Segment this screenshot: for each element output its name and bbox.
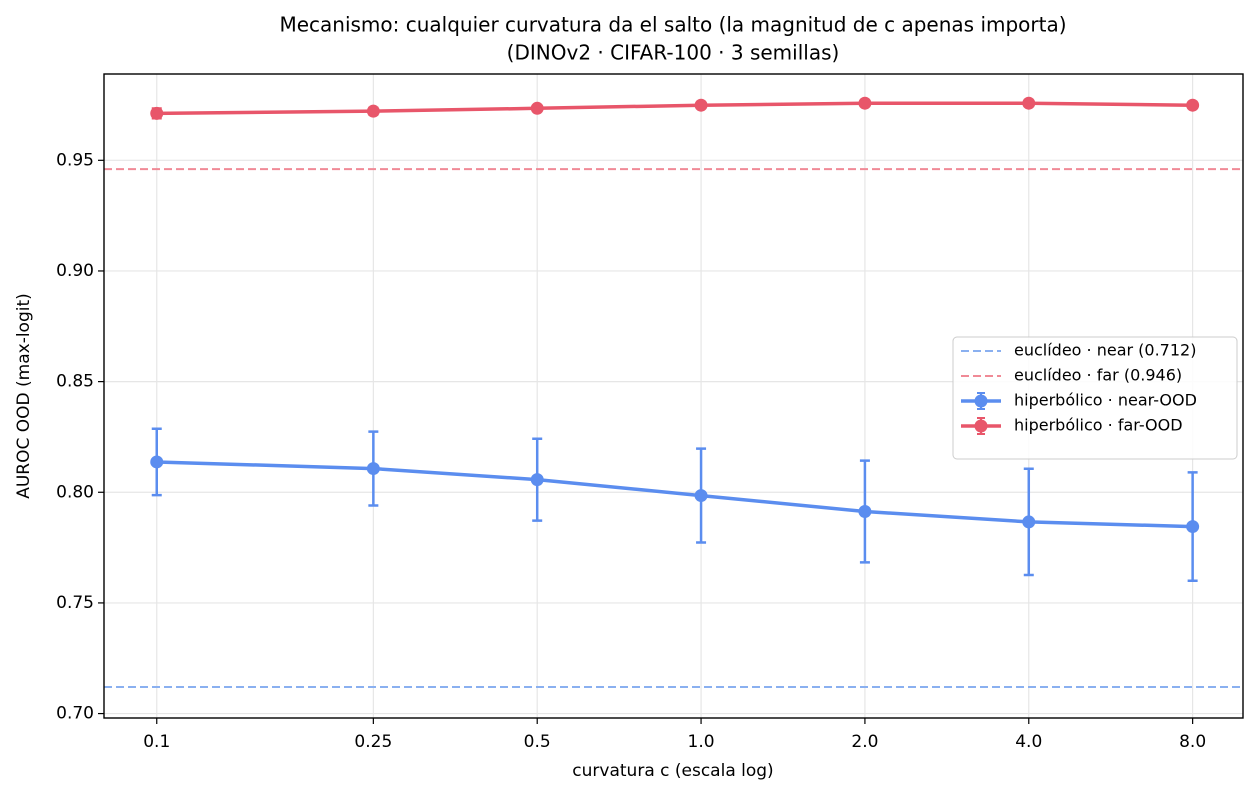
data-point xyxy=(858,96,872,110)
legend-swatch xyxy=(974,419,988,433)
data-point xyxy=(150,106,164,120)
y-tick-label: 0.70 xyxy=(56,704,94,724)
legend-label: euclídeo · far (0.946) xyxy=(1014,366,1182,385)
series-line xyxy=(156,460,1193,529)
y-tick-label: 0.90 xyxy=(56,261,94,281)
series-line xyxy=(156,101,1193,116)
x-tick-label: 8.0 xyxy=(1179,732,1206,752)
legend-label: euclídeo · near (0.712) xyxy=(1014,341,1196,360)
legend-swatch xyxy=(974,394,988,408)
data-point xyxy=(366,462,380,476)
y-tick-label: 0.95 xyxy=(56,150,94,170)
data-point xyxy=(1186,520,1200,534)
x-tick-label: 1.0 xyxy=(688,732,715,752)
data-point xyxy=(366,104,380,118)
chart-subtitle: (DINOv2 · CIFAR-100 · 3 semillas) xyxy=(507,41,840,65)
x-axis-label: curvatura c (escala log) xyxy=(572,761,773,781)
x-tick-label: 0.25 xyxy=(354,732,392,752)
data-point xyxy=(150,455,164,469)
plot-frame xyxy=(103,73,1244,719)
data-point xyxy=(530,473,544,487)
data-point xyxy=(694,489,708,503)
data-point xyxy=(1022,515,1036,529)
data-point xyxy=(530,101,544,115)
y-axis-label: AUROC OOD (max-logit) xyxy=(14,293,34,499)
x-tick-label: 4.0 xyxy=(1015,732,1042,752)
chart-title: Mecanismo: cualquier curvatura da el sal… xyxy=(279,13,1066,37)
y-tick-label: 0.80 xyxy=(56,482,94,502)
legend-box xyxy=(952,336,1238,460)
legend-label: hiperbólico · far-OOD xyxy=(1014,416,1183,435)
x-tick-label: 2.0 xyxy=(851,732,878,752)
y-tick-label: 0.75 xyxy=(56,593,94,613)
data-point xyxy=(1022,96,1036,110)
y-tick-label: 0.85 xyxy=(56,372,94,392)
data-point xyxy=(858,505,872,519)
legend-label: hiperbólico · near-OOD xyxy=(1014,391,1197,410)
x-tick-label: 0.5 xyxy=(524,732,551,752)
x-tick-label: 0.1 xyxy=(143,732,170,752)
data-point xyxy=(694,98,708,112)
data-point xyxy=(1186,98,1200,112)
